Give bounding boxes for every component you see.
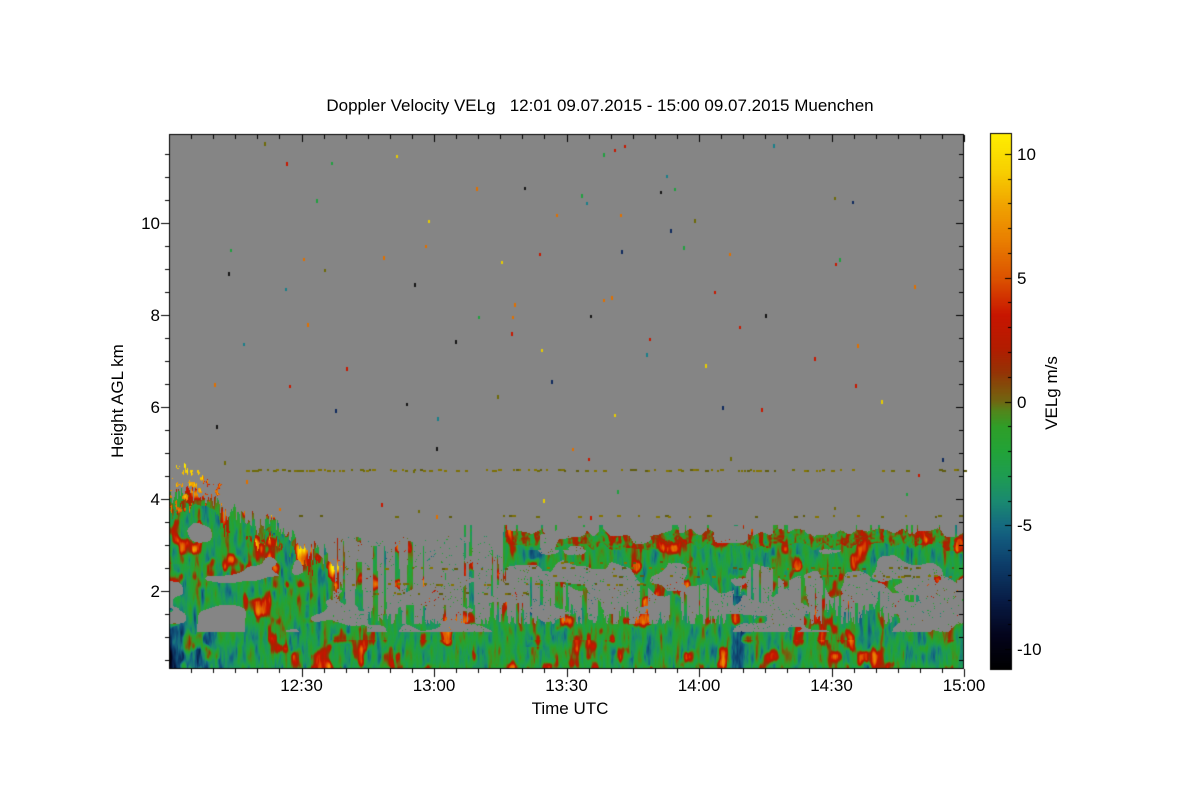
colorbar-tick-label: 0: [1017, 392, 1027, 412]
x-tick-label: 13:00: [412, 676, 456, 695]
colorbar-label: VELg m/s: [1042, 356, 1061, 430]
x-axis-label: Time UTC: [531, 699, 609, 718]
colorbar-tick-label: 5: [1017, 268, 1027, 288]
colorbar-tick-label: -10: [1017, 640, 1042, 660]
y-tick-label: 10: [141, 214, 160, 233]
x-tick-label: 15:00: [942, 676, 986, 695]
x-tick-label: 14:30: [810, 676, 853, 695]
y-tick-label: 4: [150, 490, 160, 509]
y-tick-label: 8: [150, 306, 160, 325]
x-tick-label: 12:30: [280, 676, 323, 695]
plot-title: Doppler Velocity VELg 12:01 09.07.2015 -…: [326, 96, 874, 115]
colorbar-tick-label: 10: [1017, 144, 1036, 164]
x-tick-label: 13:30: [545, 676, 588, 695]
colorbar-tick-label: -5: [1017, 516, 1033, 536]
x-tick-label: 14:00: [677, 676, 721, 695]
y-tick-label: 2: [150, 582, 160, 601]
y-tick-label: 6: [150, 398, 160, 417]
